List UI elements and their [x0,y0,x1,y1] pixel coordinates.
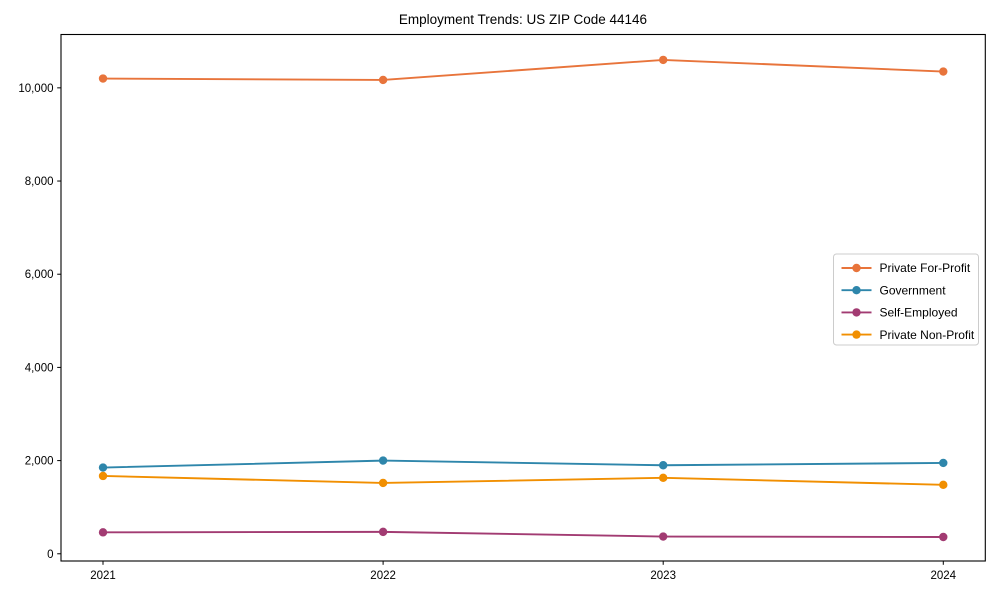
x-tick-label: 2021 [90,570,116,582]
legend-item-private-non-profit: Private Non-Profit [841,328,975,342]
data-point-marker [378,75,388,85]
series-line-self-employed [102,530,945,538]
data-point-marker [378,478,388,488]
series-line-government [102,459,945,469]
legend-frame [833,253,979,346]
data-point-marker [939,532,948,542]
legend-item-label: Private Non-Profit [880,328,975,342]
legend-swatch-marker [852,263,861,273]
legend: Private For-Profit Government Self-Employe… [833,253,979,346]
legend-item-self-employed: Self-Employed [841,306,958,320]
legend-item-private-for-profit: Private For-Profit [841,261,971,275]
data-point-marker [939,67,948,76]
legend-item-label: Private For-Profit [880,261,971,275]
series-line-private-non-profit [102,475,945,486]
legend-swatch-marker [852,308,861,317]
y-tick-label: 2,000 [25,456,54,468]
legend-swatch-marker [852,330,861,339]
y-tick-label: 10,000 [18,83,53,95]
data-point-marker [98,528,108,537]
series-line-private-for-profit [102,58,945,81]
y-tick-label: 8,000 [25,176,54,188]
data-point-marker [98,463,108,472]
data-point-marker [98,471,108,481]
data-point-marker [939,480,948,490]
legend-swatch-marker [852,286,861,295]
data-point-marker [98,74,108,83]
data-point-marker [658,461,668,470]
x-tick-label: 2023 [650,570,676,582]
y-tick-label: 4,000 [25,362,54,374]
legend-item-government: Government [841,283,947,297]
data-point-marker [939,458,948,468]
data-point-marker [658,532,668,541]
data-point-marker [378,456,388,465]
legend-item-label: Self-Employed [880,306,958,320]
data-point-marker [658,55,668,65]
legend-item-label: Government [880,283,947,297]
data-point-marker [378,527,388,537]
x-tick-label: 2022 [370,570,396,582]
y-tick-label: 6,000 [25,269,54,281]
chart-title: Employment Trends: US ZIP Code 44146 [399,12,647,27]
x-tick-label: 2024 [930,570,956,582]
data-point-marker [658,473,668,483]
y-tick-label: 0 [47,549,53,561]
plot-spines [60,33,986,562]
plot-area: 0 2,000 4,000 6,000 8,000 10,000 2021 2022 2023 2… [18,33,986,582]
